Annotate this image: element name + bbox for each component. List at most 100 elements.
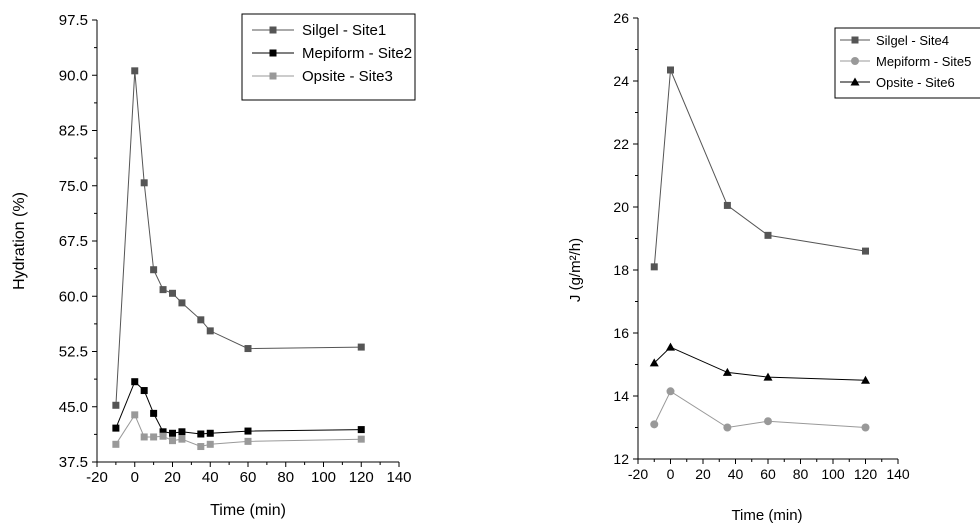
y-tick-label: 45.0 [59, 399, 88, 416]
x-tick-label: 40 [202, 469, 219, 486]
y-tick-label: 75.0 [59, 178, 88, 195]
y-tick-label: 12 [613, 451, 629, 467]
legend-marker [850, 77, 860, 86]
data-point [140, 433, 148, 441]
data-point [140, 179, 148, 187]
series-line [115, 380, 362, 435]
flux-chart: -20 0 20 40 60 80 100 120 140 12 14 16 18 20 22 24 26 T… [567, 10, 980, 524]
data-point [861, 423, 870, 432]
x-tick-label: 120 [854, 466, 878, 482]
data-point [150, 266, 158, 274]
data-point [150, 433, 158, 441]
x-tick-label: 20 [164, 469, 181, 486]
data-point [112, 440, 120, 448]
legend-item: Mepiform - Site5 [840, 54, 971, 69]
left-x-ticks: -20 0 20 40 60 80 100 120 140 [86, 462, 412, 486]
data-point [197, 430, 205, 438]
data-point [159, 428, 167, 436]
data-point [150, 409, 158, 417]
legend-item: Mepiform - Site2 [252, 45, 412, 62]
x-tick-label: 140 [886, 466, 910, 482]
x-tick-label: 60 [240, 469, 257, 486]
series-line [115, 413, 362, 448]
y-tick-label: 60.0 [59, 288, 88, 305]
legend-marker [269, 72, 277, 80]
y-tick-label: 90.0 [59, 67, 88, 84]
right-legend: Silgel - Site4 Mepiform - Site5 Opsite - S… [834, 27, 980, 99]
legend-label: Mepiform - Site5 [876, 54, 971, 69]
x-tick-label: -20 [86, 469, 108, 486]
series-line [653, 69, 866, 267]
data-point [667, 66, 674, 74]
x-tick-label: 100 [821, 466, 845, 482]
data-point [862, 247, 869, 255]
y-tick-label: 26 [613, 10, 629, 26]
data-point [159, 432, 167, 440]
data-point [169, 437, 176, 445]
data-point [666, 342, 675, 351]
data-point [206, 429, 214, 437]
data-point [357, 343, 365, 351]
x-tick-label: 60 [760, 466, 776, 482]
data-point [650, 420, 659, 429]
y-tick-label: 37.5 [59, 454, 88, 471]
data-point [131, 67, 139, 75]
data-point [763, 372, 773, 381]
series-line [653, 390, 866, 429]
data-point [131, 411, 139, 419]
x-tick-label: -20 [628, 466, 648, 482]
data-point [206, 440, 214, 448]
right-legend-items: Silgel - Site4 Mepiform - Site5 Opsite - S… [840, 33, 971, 90]
y-tick-label: 14 [613, 388, 629, 404]
data-point [159, 286, 167, 294]
y-tick-label: 24 [613, 73, 629, 89]
series-line [653, 346, 866, 381]
x-tick-label: 20 [695, 466, 711, 482]
data-point [169, 289, 176, 297]
x-tick-label: 100 [311, 469, 336, 486]
data-point [357, 435, 365, 443]
series-line [115, 70, 362, 406]
left-series [112, 67, 365, 451]
legend-item: Silgel - Site1 [252, 22, 386, 39]
x-tick-label: 120 [349, 469, 374, 486]
series-3 [649, 342, 870, 384]
x-tick-label: 140 [386, 469, 411, 486]
legend-label: Opsite - Site3 [302, 68, 393, 85]
right-x-axis-title: Time (min) [731, 507, 802, 524]
data-point [723, 423, 732, 432]
data-point [764, 231, 772, 239]
series-2 [112, 378, 365, 438]
data-point [861, 375, 870, 384]
data-point [140, 387, 148, 395]
data-point [357, 426, 365, 434]
series-1 [112, 67, 365, 409]
x-tick-label: 80 [793, 466, 809, 482]
hydration-chart: -20 0 20 40 60 80 100 120 140 37.5 45.0 52.5 60.0 67… [11, 12, 416, 519]
data-point [649, 358, 659, 367]
data-point [244, 345, 252, 353]
data-point [178, 299, 186, 307]
left-legend-items: Silgel - Site1 Mepiform - Site2 Opsite - S… [252, 22, 412, 85]
left-x-axis-title: Time (min) [210, 502, 286, 519]
data-point [112, 401, 120, 409]
y-tick-label: 97.5 [59, 12, 88, 29]
y-tick-label: 18 [613, 262, 629, 278]
data-point [650, 263, 658, 271]
data-point [723, 201, 731, 209]
data-point [112, 424, 120, 432]
right-x-ticks: -20 0 20 40 60 80 100 120 140 [628, 459, 910, 482]
series-1 [650, 66, 869, 271]
right-series [649, 66, 870, 432]
y-tick-label: 16 [613, 325, 629, 341]
legend-label: Opsite - Site6 [876, 75, 955, 90]
data-point [666, 387, 675, 396]
data-point [197, 316, 205, 324]
legend-label: Silgel - Site4 [876, 33, 949, 48]
data-point [169, 429, 176, 437]
legend-item: Opsite - Site3 [252, 68, 393, 85]
y-tick-label: 22 [613, 136, 629, 152]
legend-item: Silgel - Site4 [840, 33, 949, 48]
x-tick-label: 40 [728, 466, 744, 482]
